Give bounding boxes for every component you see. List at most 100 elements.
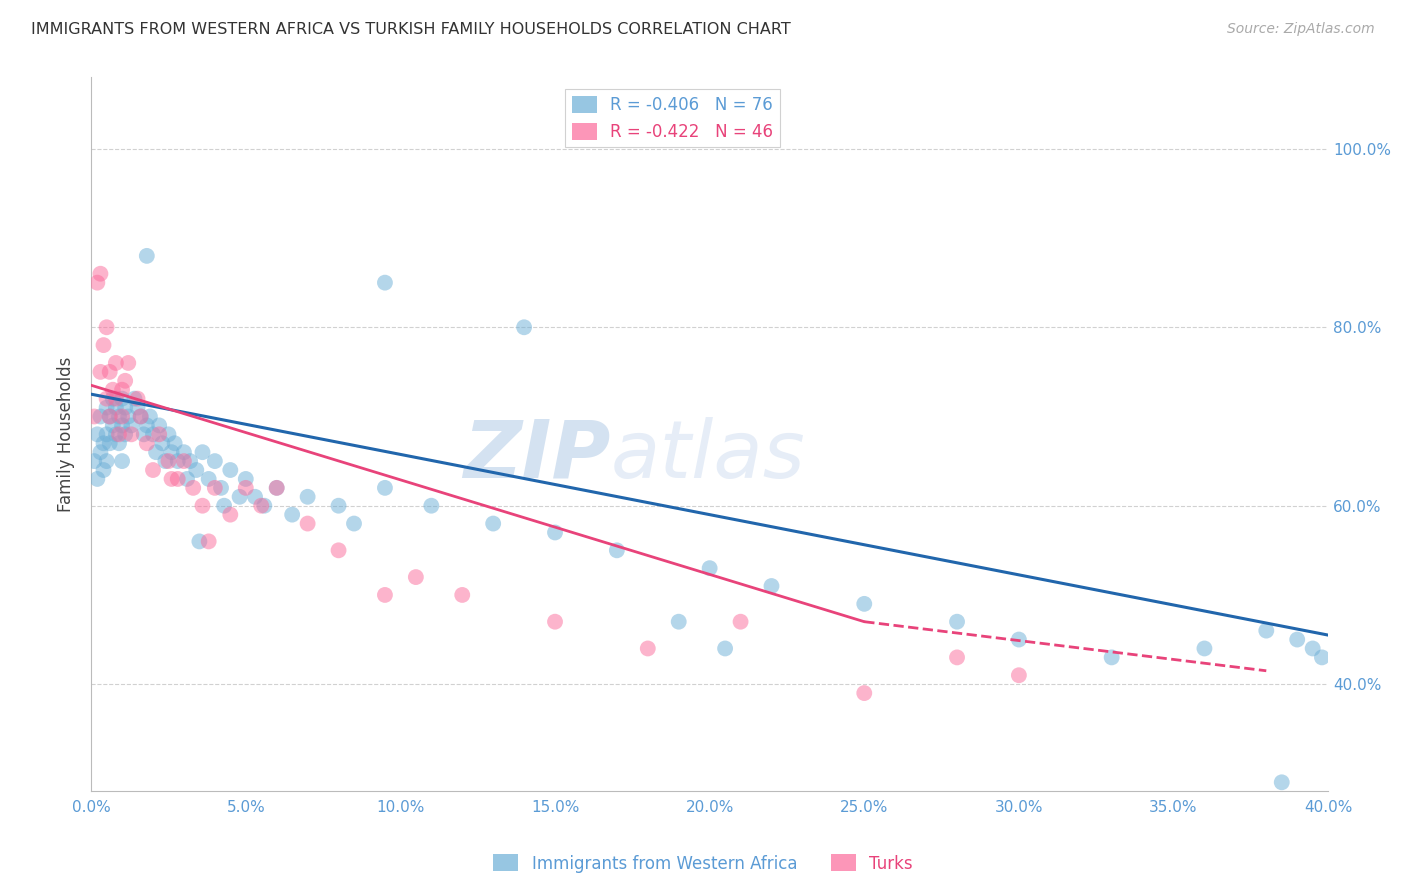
Point <box>111 418 134 433</box>
Point <box>1008 668 1031 682</box>
Point <box>142 463 165 477</box>
Point <box>343 516 366 531</box>
Point <box>114 401 136 415</box>
Point <box>148 418 170 433</box>
Point <box>86 276 108 290</box>
Point <box>104 356 127 370</box>
Point <box>111 454 134 468</box>
Point <box>135 249 157 263</box>
Point <box>117 409 139 424</box>
Point <box>135 436 157 450</box>
Point <box>1256 624 1278 638</box>
Point <box>297 516 319 531</box>
Point <box>191 445 214 459</box>
Point <box>266 481 288 495</box>
Point <box>1310 650 1333 665</box>
Point <box>212 499 235 513</box>
Point <box>96 401 118 415</box>
Point <box>197 472 219 486</box>
Point <box>111 383 134 397</box>
Point <box>699 561 721 575</box>
Point <box>150 436 173 450</box>
Point <box>188 534 211 549</box>
Point <box>89 267 111 281</box>
Point <box>101 392 124 406</box>
Point <box>266 481 288 495</box>
Point <box>89 409 111 424</box>
Point <box>135 418 157 433</box>
Point <box>114 427 136 442</box>
Point <box>219 463 242 477</box>
Legend: R = -0.406   N = 76, R = -0.422   N = 46: R = -0.406 N = 76, R = -0.422 N = 46 <box>565 89 780 147</box>
Point <box>83 409 105 424</box>
Point <box>243 490 266 504</box>
Point <box>451 588 474 602</box>
Point <box>104 401 127 415</box>
Point <box>328 543 350 558</box>
Point <box>235 472 257 486</box>
Point <box>120 427 142 442</box>
Point <box>155 454 177 468</box>
Point <box>86 472 108 486</box>
Point <box>166 454 188 468</box>
Point <box>176 472 198 486</box>
Point <box>145 445 167 459</box>
Point <box>142 427 165 442</box>
Point <box>173 445 195 459</box>
Point <box>761 579 783 593</box>
Point <box>186 463 208 477</box>
Point <box>127 401 149 415</box>
Point <box>93 338 115 352</box>
Point <box>209 481 232 495</box>
Point <box>374 276 396 290</box>
Point <box>98 365 121 379</box>
Point <box>111 392 134 406</box>
Point <box>668 615 690 629</box>
Point <box>111 409 134 424</box>
Point <box>228 490 250 504</box>
Point <box>374 481 396 495</box>
Point <box>120 418 142 433</box>
Point <box>853 686 876 700</box>
Point <box>1286 632 1309 647</box>
Point <box>157 427 180 442</box>
Point <box>946 615 969 629</box>
Point <box>129 409 152 424</box>
Point <box>98 409 121 424</box>
Point <box>148 427 170 442</box>
Point <box>374 588 396 602</box>
Point <box>157 454 180 468</box>
Point <box>98 409 121 424</box>
Text: ZIP: ZIP <box>464 417 610 495</box>
Point <box>714 641 737 656</box>
Point <box>129 409 152 424</box>
Point <box>108 409 131 424</box>
Point <box>101 383 124 397</box>
Point <box>297 490 319 504</box>
Point <box>89 445 111 459</box>
Point <box>204 454 226 468</box>
Point <box>946 650 969 665</box>
Point <box>93 463 115 477</box>
Point <box>104 392 127 406</box>
Point <box>98 436 121 450</box>
Point <box>139 409 162 424</box>
Point <box>166 472 188 486</box>
Point <box>606 543 628 558</box>
Point <box>101 418 124 433</box>
Point <box>117 356 139 370</box>
Point <box>163 436 186 450</box>
Point <box>160 445 183 459</box>
Point <box>181 481 204 495</box>
Point <box>89 365 111 379</box>
Text: IMMIGRANTS FROM WESTERN AFRICA VS TURKISH FAMILY HOUSEHOLDS CORRELATION CHART: IMMIGRANTS FROM WESTERN AFRICA VS TURKIS… <box>31 22 790 37</box>
Point <box>114 374 136 388</box>
Point <box>1302 641 1324 656</box>
Point <box>853 597 876 611</box>
Point <box>235 481 257 495</box>
Point <box>328 499 350 513</box>
Point <box>253 499 276 513</box>
Point <box>1101 650 1123 665</box>
Point <box>96 427 118 442</box>
Point <box>250 499 273 513</box>
